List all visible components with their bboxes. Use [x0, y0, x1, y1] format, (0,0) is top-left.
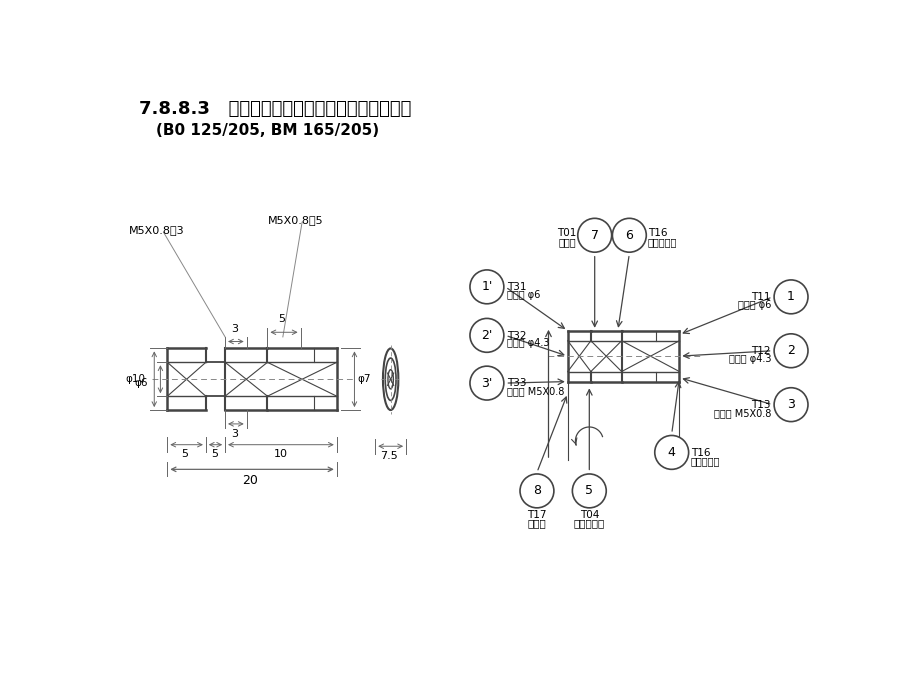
- Text: T01: T01: [556, 228, 575, 237]
- Circle shape: [519, 474, 553, 508]
- Text: 突切り: 突切り: [527, 519, 546, 529]
- Text: M5X0.8深3: M5X0.8深3: [129, 225, 185, 235]
- Text: 2: 2: [787, 344, 794, 357]
- Text: 7: 7: [590, 229, 598, 242]
- Text: M5X0.8深5: M5X0.8深5: [267, 215, 323, 225]
- Ellipse shape: [388, 370, 393, 389]
- Text: かえり除等: かえり除等: [647, 237, 676, 247]
- Text: T17: T17: [527, 510, 546, 520]
- Text: 3': 3': [481, 377, 492, 390]
- Text: 7.5: 7.5: [380, 451, 398, 461]
- Circle shape: [470, 270, 504, 304]
- Text: T12: T12: [751, 346, 770, 356]
- Text: T16: T16: [647, 228, 666, 237]
- Text: 6: 6: [625, 229, 632, 242]
- Text: ドリル φ4.3: ドリル φ4.3: [728, 354, 770, 364]
- Text: タップ M5X0.8: タップ M5X0.8: [713, 408, 770, 417]
- Text: 3: 3: [787, 398, 794, 411]
- Text: 5: 5: [181, 448, 188, 459]
- Text: 7.8.8.3   正面内削・背面内削・車削・横向加工: 7.8.8.3 正面内削・背面内削・車削・横向加工: [139, 100, 411, 118]
- Text: T31: T31: [506, 282, 526, 293]
- Text: 1: 1: [787, 290, 794, 304]
- Text: T33: T33: [506, 379, 526, 388]
- Circle shape: [470, 366, 504, 400]
- Text: 後抴き: 後抴き: [558, 237, 575, 247]
- Text: タップ M5X0.8: タップ M5X0.8: [506, 386, 563, 396]
- Text: φ6: φ6: [134, 378, 148, 388]
- Circle shape: [654, 435, 688, 469]
- Text: 8: 8: [532, 484, 540, 497]
- Text: φ7: φ7: [357, 374, 370, 384]
- Text: 5: 5: [584, 484, 593, 497]
- Text: (B0 125/205, BM 165/205): (B0 125/205, BM 165/205): [155, 123, 379, 138]
- Text: 3: 3: [231, 429, 238, 440]
- Circle shape: [470, 318, 504, 353]
- Text: φ10: φ10: [125, 374, 145, 384]
- Text: 1': 1': [481, 280, 492, 293]
- Text: T13: T13: [751, 400, 770, 410]
- Text: T04: T04: [579, 510, 598, 520]
- Circle shape: [773, 280, 807, 314]
- Text: センタ φ6: センタ φ6: [737, 300, 770, 310]
- Text: ターニング: ターニング: [690, 456, 720, 466]
- Text: ドリル φ4.3: ドリル φ4.3: [506, 338, 549, 348]
- Text: 5: 5: [210, 448, 218, 459]
- Text: T16: T16: [690, 448, 709, 457]
- Text: 5: 5: [278, 314, 285, 324]
- Circle shape: [773, 334, 807, 368]
- Text: T11: T11: [751, 293, 770, 302]
- Text: 3: 3: [231, 324, 238, 334]
- Circle shape: [773, 388, 807, 422]
- Text: 2': 2': [481, 329, 492, 342]
- Circle shape: [572, 474, 606, 508]
- Ellipse shape: [382, 348, 398, 410]
- Circle shape: [612, 218, 645, 253]
- Text: エンドミル: エンドミル: [573, 519, 605, 529]
- Text: T32: T32: [506, 331, 526, 341]
- Ellipse shape: [385, 358, 395, 400]
- Circle shape: [577, 218, 611, 253]
- Text: 4: 4: [667, 446, 675, 459]
- Text: センタ φ6: センタ φ6: [506, 290, 539, 300]
- Text: 10: 10: [273, 448, 288, 459]
- Text: 20: 20: [243, 474, 258, 487]
